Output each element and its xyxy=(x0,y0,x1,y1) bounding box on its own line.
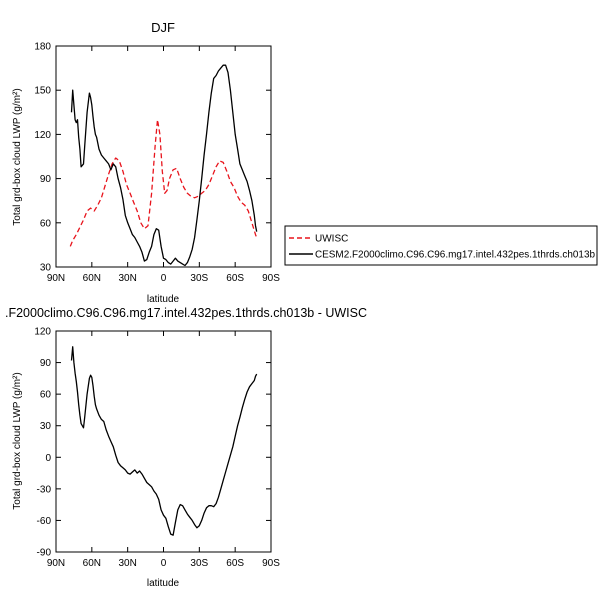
top-panel-frame xyxy=(55,45,272,268)
bottom-panel-frame xyxy=(55,330,272,553)
top-panel-xtick-label: 0 xyxy=(161,273,167,284)
top-panel-xtick-label: 30N xyxy=(118,273,136,284)
legend: UWISC CESM2.F2000climo.C96.C96.mg17.inte… xyxy=(284,225,598,266)
top-panel-series-line-cesm2 xyxy=(70,64,258,267)
bottom-panel-ytick-label: -30 xyxy=(37,484,52,495)
bottom-panel: .F2000climo.C96.C96.mg17.intel.432pes.1t… xyxy=(5,305,367,589)
top-panel-xlabel: latitude xyxy=(147,294,180,305)
top-panel-ytick-label: 180 xyxy=(34,42,51,53)
top-panel: DJF 90N 60N 30N 0 30S 60S 90S 30 60 90 120 150 180 l… xyxy=(12,20,280,305)
legend-label-cesm2: CESM2.F2000climo.C96.C96.mg17.intel.432p… xyxy=(315,250,595,261)
top-panel-xtick-label: 90N xyxy=(47,273,65,284)
bottom-panel-ytick-label: -60 xyxy=(37,516,52,527)
top-panel-ytick-label: 90 xyxy=(40,174,52,185)
top-panel-xtick-label: 90S xyxy=(262,273,280,284)
bottom-panel-series-line-difference xyxy=(70,346,258,536)
top-panel-ytick-label: 120 xyxy=(34,130,51,141)
bottom-panel-ytick-label: 0 xyxy=(45,453,51,464)
bottom-panel-ytick-label: -90 xyxy=(37,548,52,559)
bottom-panel-ytick-label: 30 xyxy=(40,421,52,432)
top-panel-ytick-label: 150 xyxy=(34,86,51,97)
top-panel-xtick-label: 60N xyxy=(83,273,101,284)
bottom-panel-ytick-label: 120 xyxy=(34,327,51,338)
legend-box xyxy=(284,225,598,266)
top-panel-series-line-uwisc xyxy=(69,119,258,247)
bottom-panel-series xyxy=(70,346,258,536)
top-panel-ytick-label: 30 xyxy=(40,263,52,274)
bottom-panel-ytick-label: 90 xyxy=(40,358,52,369)
top-panel-xtick-label: 60S xyxy=(226,273,244,284)
top-panel-ylabel: Total grd-box cloud LWP (g/m²) xyxy=(12,88,23,225)
top-panel-ytick-label: 60 xyxy=(40,218,52,229)
bottom-panel-xtick-label: 30N xyxy=(118,558,136,569)
top-panel-title: DJF xyxy=(151,20,175,35)
top-panel-xtick-label: 30S xyxy=(190,273,208,284)
bottom-panel-xtick-label: 60S xyxy=(226,558,244,569)
bottom-panel-xtick-label: 60N xyxy=(83,558,101,569)
bottom-panel-ylabel: Total grd-box cloud LWP (g/m²) xyxy=(12,372,23,509)
bottom-panel-xtick-label: 30S xyxy=(190,558,208,569)
legend-label-uwisc: UWISC xyxy=(315,234,348,245)
bottom-panel-xtick-label: 90S xyxy=(262,558,280,569)
bottom-panel-xlabel: latitude xyxy=(147,578,180,589)
bottom-panel-xtick-label: 0 xyxy=(161,558,167,569)
bottom-panel-title: .F2000climo.C96.C96.mg17.intel.432pes.1t… xyxy=(5,305,367,320)
top-panel-ticks: 90N 60N 30N 0 30S 60S 90S 30 60 90 120 150 180 xyxy=(34,42,280,285)
bottom-panel-ticks: 90N 60N 30N 0 30S 60S 90S -90 -60 -30 0 30 60 90 120 xyxy=(34,327,280,570)
bottom-panel-ytick-label: 60 xyxy=(40,390,52,401)
bottom-panel-xtick-label: 90N xyxy=(47,558,65,569)
top-panel-series xyxy=(69,64,258,267)
